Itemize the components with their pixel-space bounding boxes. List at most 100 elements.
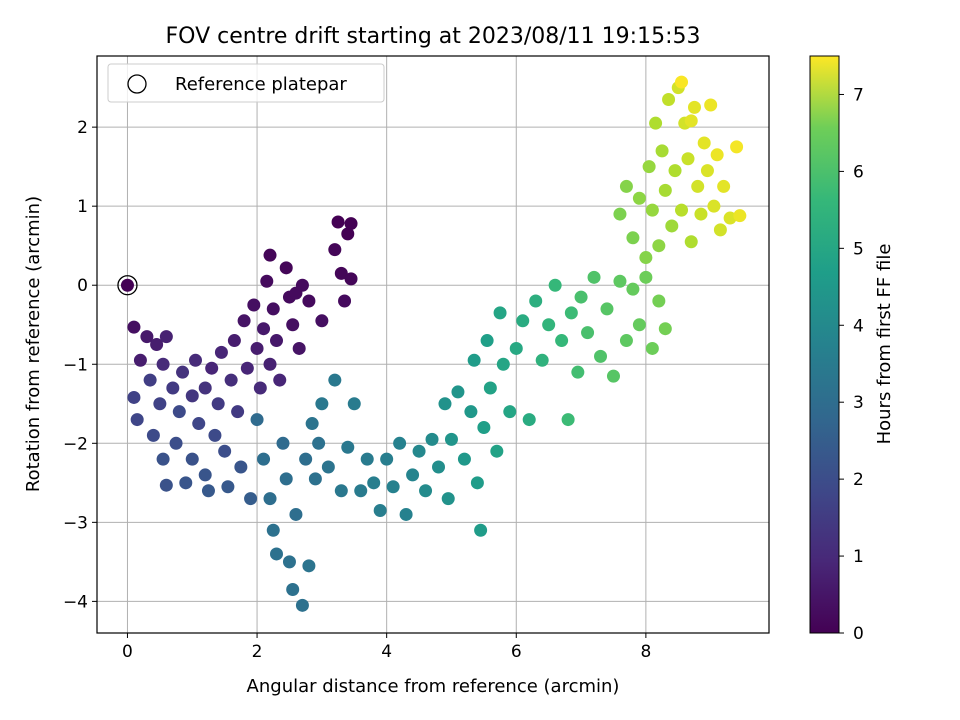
data-point (292, 341, 306, 355)
data-point (224, 373, 238, 387)
colorbar-gradient (809, 55, 840, 634)
data-point (331, 215, 345, 229)
colorbar: 0 1 2 3 4 5 6 7 Hours from first FF file (809, 55, 895, 644)
data-point (179, 476, 193, 490)
data-point (451, 385, 465, 399)
data-point (130, 413, 144, 427)
y-tick-label: −2 (63, 434, 88, 454)
data-point (380, 452, 394, 466)
data-point (334, 484, 348, 498)
data-point (723, 211, 737, 225)
data-point (153, 397, 167, 411)
data-point (675, 203, 689, 217)
data-point (432, 460, 446, 474)
data-point (279, 472, 293, 486)
reference-point-marker (117, 275, 138, 296)
data-point (386, 480, 400, 494)
data-point (214, 345, 228, 359)
grid-lines (97, 56, 769, 633)
data-point (295, 598, 309, 612)
data-point (642, 160, 656, 174)
data-point (302, 294, 316, 308)
data-point (639, 251, 653, 265)
data-point (198, 381, 212, 395)
data-point (185, 452, 199, 466)
data-point (169, 436, 183, 450)
data-point (253, 381, 267, 395)
colorbar-tick-label: 2 (853, 470, 864, 490)
data-point (270, 547, 284, 561)
legend-marker-icon (127, 74, 147, 94)
data-point (645, 203, 659, 217)
data-point (150, 338, 164, 351)
data-point (464, 405, 478, 419)
data-point (159, 478, 173, 492)
data-point (338, 294, 352, 308)
data-point (571, 365, 585, 379)
data-point (192, 417, 206, 431)
y-tick-label: −3 (63, 513, 88, 533)
data-point (159, 330, 173, 344)
data-point (658, 322, 672, 336)
chart-title: FOV centre drift starting at 2023/08/11 … (166, 24, 701, 49)
data-point (662, 92, 676, 106)
data-point (172, 405, 186, 419)
data-point (652, 239, 666, 253)
x-tick-label: 0 (122, 642, 133, 662)
data-point (127, 390, 141, 404)
data-point (639, 270, 653, 284)
data-point (493, 306, 507, 320)
data-point (619, 334, 633, 348)
data-point (263, 248, 277, 262)
data-point (399, 507, 413, 521)
data-point (626, 282, 640, 296)
data-point (441, 492, 455, 506)
data-point (185, 389, 199, 403)
legend-box (107, 63, 385, 103)
data-point (312, 436, 326, 450)
colorbar-tick-label: 4 (853, 316, 864, 336)
data-point (257, 452, 271, 466)
data-point (315, 314, 329, 328)
data-point (146, 428, 160, 442)
data-point (480, 334, 494, 348)
data-point (457, 452, 471, 466)
data-point (344, 272, 358, 286)
data-point (496, 357, 510, 371)
data-point (467, 353, 481, 367)
data-point (687, 100, 701, 114)
data-point (649, 116, 663, 130)
data-point (587, 270, 601, 284)
y-axis: −4 −3 −2 −1 0 1 2 (63, 118, 97, 612)
data-point (613, 274, 627, 288)
data-point (231, 405, 245, 419)
data-point (444, 432, 458, 446)
data-point (176, 365, 190, 379)
data-point (257, 322, 271, 336)
data-point (681, 152, 695, 166)
colorbar-tick-label: 0 (853, 624, 864, 644)
data-point (140, 330, 154, 344)
data-point (244, 492, 258, 506)
data-point (668, 164, 682, 178)
y-tick-label: −4 (63, 592, 88, 612)
data-point (221, 480, 235, 494)
data-point (341, 440, 355, 454)
colorbar-tick-label: 3 (853, 393, 864, 413)
data-point (240, 361, 254, 375)
data-point (490, 444, 504, 458)
y-tick-label: 1 (77, 197, 88, 217)
data-points (117, 75, 747, 612)
colorbar-tick-label: 1 (853, 547, 864, 567)
data-point (600, 302, 614, 316)
colorbar-label: Hours from first FF file (874, 244, 895, 445)
data-point (201, 484, 215, 498)
data-point (470, 476, 484, 490)
data-point (675, 75, 689, 89)
data-point (315, 397, 329, 411)
data-point (717, 179, 731, 193)
data-point (263, 492, 277, 506)
data-point (308, 472, 322, 486)
data-point (237, 314, 251, 328)
